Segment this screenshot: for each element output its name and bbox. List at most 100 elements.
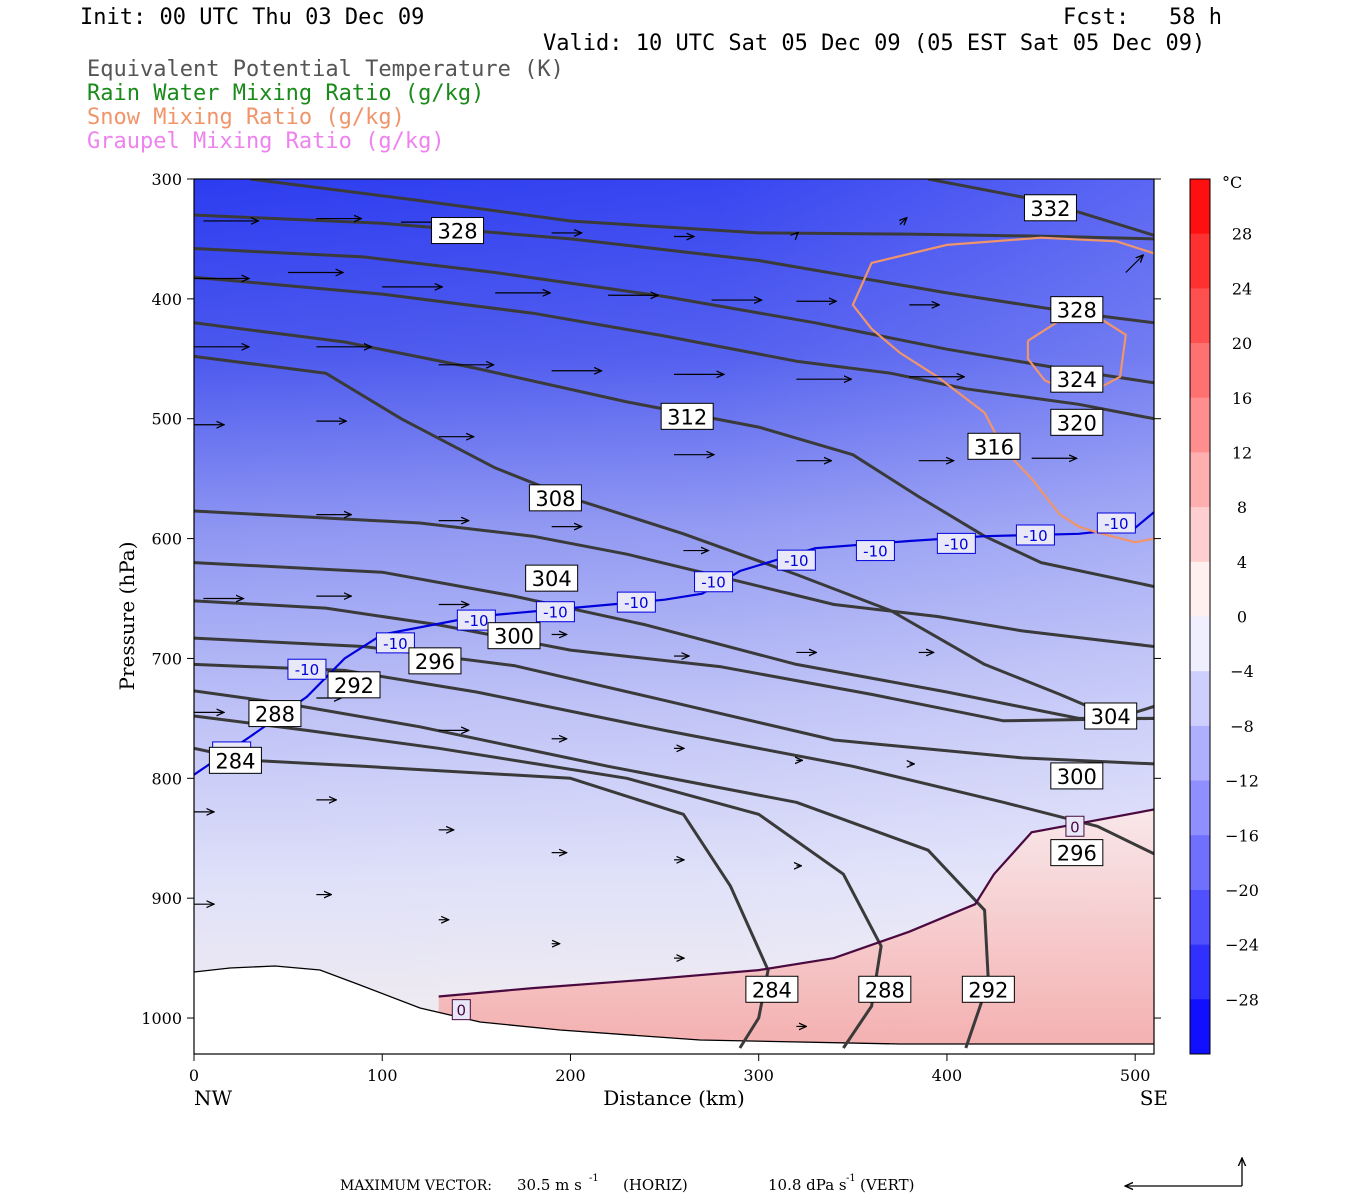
x-axis-left-end: NW	[194, 1086, 233, 1110]
isotherm-label: -10	[855, 540, 895, 562]
y-tick-label: 700	[151, 649, 182, 668]
theta-e-contours	[194, 179, 1154, 1049]
svg-text:328: 328	[1057, 299, 1097, 323]
colorbar-tick-label: −12	[1225, 772, 1259, 791]
svg-text:296: 296	[415, 650, 455, 674]
isotherm-label: -10	[694, 571, 734, 593]
theta-e-label: 320	[1050, 408, 1104, 436]
colorbar-tick-label: −8	[1230, 717, 1254, 736]
colorbar-tick-label: 24	[1232, 279, 1252, 298]
svg-text:288: 288	[865, 978, 905, 1002]
y-tick-label: 300	[151, 170, 182, 189]
isotherm-label: -10	[375, 632, 415, 654]
legend-rain: Rain Water Mixing Ratio (g/kg)	[87, 81, 485, 106]
theta-e-label: 324	[1050, 365, 1104, 393]
isotherm-label: -10	[936, 532, 976, 554]
svg-text:0: 0	[1070, 818, 1080, 836]
svg-text:-10: -10	[944, 535, 969, 553]
x-tick-label: 0	[189, 1066, 199, 1085]
svg-text:-10: -10	[701, 574, 726, 592]
theta-e-label: 288	[858, 975, 912, 1003]
horiz-unit: (HORIZ)	[623, 1176, 688, 1194]
max-vector-footer: MAXIMUM VECTOR: 30.5 m s -1 (HORIZ) 10.8…	[340, 1173, 915, 1194]
svg-text:292: 292	[334, 674, 374, 698]
colorbar-unit: °C	[1222, 173, 1242, 192]
svg-text:-10: -10	[784, 552, 809, 570]
valid-time: Valid: 10 UTC Sat 05 Dec 09 (05 EST Sat …	[543, 31, 1206, 56]
colorbar-segment	[1190, 616, 1210, 672]
colorbar-tick-label: −20	[1225, 881, 1259, 900]
theta-e-label: 328	[431, 217, 485, 245]
colorbar-segment	[1190, 507, 1210, 563]
theta-e-label: 300	[487, 622, 541, 650]
x-tick-label: 200	[555, 1066, 586, 1085]
theta-e-label: 296	[1050, 839, 1104, 867]
theta-e-contour-336	[250, 179, 1154, 241]
y-axis-ticks: 300 400 500 600 700 800 900 1000	[141, 170, 1161, 1028]
isotherm-label: -10	[456, 609, 496, 631]
svg-text:-10: -10	[543, 604, 568, 622]
theta-e-label: 284	[745, 975, 799, 1003]
theta-e-contour-324	[194, 275, 1154, 421]
svg-text:-10: -10	[1023, 527, 1048, 545]
svg-text:-10: -10	[624, 594, 649, 612]
svg-text:-10: -10	[863, 543, 888, 561]
horiz-value: 30.5 m s	[517, 1176, 582, 1194]
x-tick-label: 400	[932, 1066, 963, 1085]
svg-text:300: 300	[494, 625, 534, 649]
y-tick-label: 800	[151, 769, 182, 788]
colorbar-segment	[1190, 397, 1210, 453]
colorbar-tick-label: 4	[1237, 553, 1247, 572]
colorbar-segment	[1190, 889, 1210, 946]
svg-text:-10: -10	[295, 661, 320, 679]
svg-text:284: 284	[752, 978, 792, 1002]
colorbar: 28 24 20 16 12 8 4 0 −4 −8 −12 −16 −20 −24 −28	[1189, 178, 1259, 1055]
isotherm-0	[438, 808, 1154, 998]
isotherm-label: 0	[451, 999, 471, 1021]
theta-e-contour-308	[194, 561, 1154, 720]
theta-e-label: 292	[327, 671, 381, 699]
theta-e-label: 304	[525, 564, 579, 592]
colorbar-segment	[1190, 288, 1210, 344]
colorbar-tick-label: 0	[1237, 608, 1247, 627]
theta-e-contour-328	[194, 247, 1154, 385]
colorbar-segment	[1190, 780, 1210, 836]
svg-text:296: 296	[1057, 842, 1097, 866]
theta-e-label: 316	[967, 432, 1021, 460]
colorbar-tick-label: 8	[1237, 498, 1247, 517]
y-tick-label: 1000	[141, 1009, 182, 1028]
colorbar-segment	[1190, 343, 1210, 399]
x-tick-label: 500	[1120, 1066, 1151, 1085]
svg-text:284: 284	[215, 749, 255, 773]
svg-text:328: 328	[437, 220, 477, 244]
colorbar-tick-label: −28	[1225, 990, 1259, 1009]
isotherm-label: -10	[1015, 524, 1055, 546]
y-tick-label: 400	[151, 290, 182, 309]
temperature-shading: -10-10-10-10-10-10-10-10-10-10-10-1000 2…	[194, 179, 1154, 1054]
theta-e-label: 284	[208, 746, 262, 774]
svg-text:304: 304	[532, 567, 572, 591]
isotherm-label: -10	[616, 591, 656, 613]
theta-e-contour-316	[194, 354, 1154, 720]
x-axis-title: Distance (km)	[603, 1086, 745, 1110]
x-axis-ticks: 0 100 200 300 400 500	[189, 1054, 1151, 1085]
isotherm-label: -10	[776, 549, 816, 571]
wind-vector	[1125, 255, 1144, 273]
theta-e-label: 312	[660, 402, 714, 430]
svg-text:324: 324	[1057, 368, 1097, 392]
vert-unit: (VERT)	[860, 1176, 915, 1194]
svg-text:-10: -10	[1104, 515, 1129, 533]
colorbar-segment	[1190, 835, 1210, 891]
isotherm-label: -10	[535, 601, 575, 623]
colorbar-tick-label: 20	[1232, 334, 1252, 353]
vert-exp: -1	[846, 1173, 856, 1184]
colorbar-segment	[1190, 452, 1210, 508]
theta-e-contour-292	[194, 689, 990, 1049]
svg-text:288: 288	[255, 703, 295, 727]
horiz-exp: -1	[589, 1173, 599, 1184]
y-axis-title: Pressure (hPa)	[115, 542, 139, 691]
svg-text:308: 308	[535, 487, 575, 511]
colorbar-tick-label: 28	[1232, 225, 1252, 244]
colorbar-tick-label: 16	[1232, 389, 1252, 408]
